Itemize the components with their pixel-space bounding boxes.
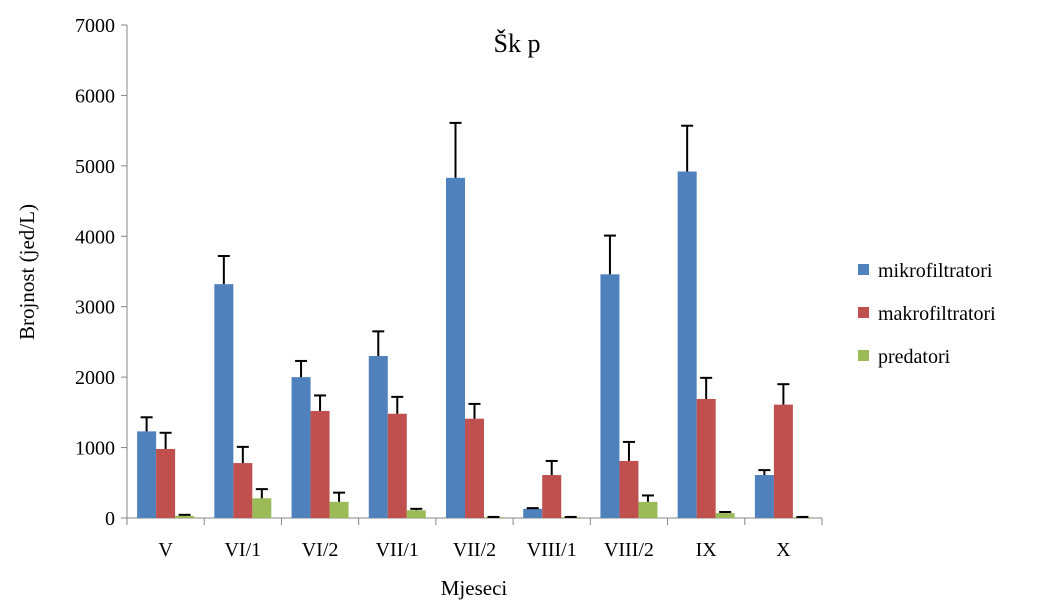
bar-makrofiltratori-6 [619,460,639,518]
bar-mikrofiltratori-4 [446,177,465,518]
bar-makrofiltratori-4 [465,418,484,518]
x-tick-label: VIII/1 [527,539,577,561]
bar-makrofiltratori-0 [156,448,176,518]
y-tick-label: 6000 [75,85,115,107]
bar-mikrofiltratori-5 [523,508,543,518]
chart-title: Šk p [494,29,541,58]
bar-mikrofiltratori-1 [214,284,234,518]
bar-makrofiltratori-3 [387,413,407,518]
x-tick-label: V [158,539,173,561]
x-tick-label: VI/2 [302,539,339,561]
legend: mikrofiltratori makrofiltratori predatori [858,260,996,368]
bar-predatori-1 [252,498,272,518]
y-tick-label: 4000 [75,226,115,248]
bar-predatori-7 [715,513,735,518]
bar-predatori-0 [175,515,195,518]
plot-area: 0 1000 2000 3000 4000 5000 6000 7000 V VI/1 VI/2 VI… [75,15,823,561]
x-tick-label: VI/1 [224,539,261,561]
bar-makrofiltratori-7 [696,398,716,518]
legend-label-predatori: predatori [878,346,951,368]
bar-makrofiltratori-8 [773,404,793,518]
x-tick-label: IX [696,539,718,561]
bar-makrofiltratori-5 [542,475,562,518]
y-tick-label: 3000 [75,297,115,319]
legend-label-makrofiltratori: makrofiltratori [878,303,996,325]
x-tick-label: VII/2 [453,539,496,561]
x-tick-label: VII/1 [376,539,419,561]
y-tick-label: 7000 [75,15,115,37]
bar-mikrofiltratori-6 [600,274,620,518]
legend-swatch-makrofiltratori [858,307,869,318]
bar-predatori-6 [638,501,658,518]
x-axis-title: Mjeseci [441,576,508,600]
bar-mikrofiltratori-3 [368,356,388,518]
bar-makrofiltratori-1 [233,463,253,518]
y-tick-label: 2000 [75,367,115,389]
bar-mikrofiltratori-2 [291,377,311,518]
y-tick-label: 1000 [75,438,115,460]
x-tick-label: VIII/2 [604,539,654,561]
bar-predatori-2 [329,501,349,518]
legend-swatch-predatori [858,350,869,361]
y-tick-label: 0 [105,508,115,530]
bar-makrofiltratori-2 [310,410,330,518]
bar-mikrofiltratori-7 [677,171,697,518]
bar-mikrofiltratori-8 [754,475,774,518]
x-tick-label: X [776,539,791,561]
y-axis-title: Brojnost (jed/L) [15,204,39,340]
legend-swatch-mikrofiltratori [858,264,869,275]
legend-label-mikrofiltratori: mikrofiltratori [878,260,993,282]
bar-mikrofiltratori-0 [137,431,157,518]
y-tick-label: 5000 [75,156,115,178]
bar-predatori-3 [406,510,426,518]
